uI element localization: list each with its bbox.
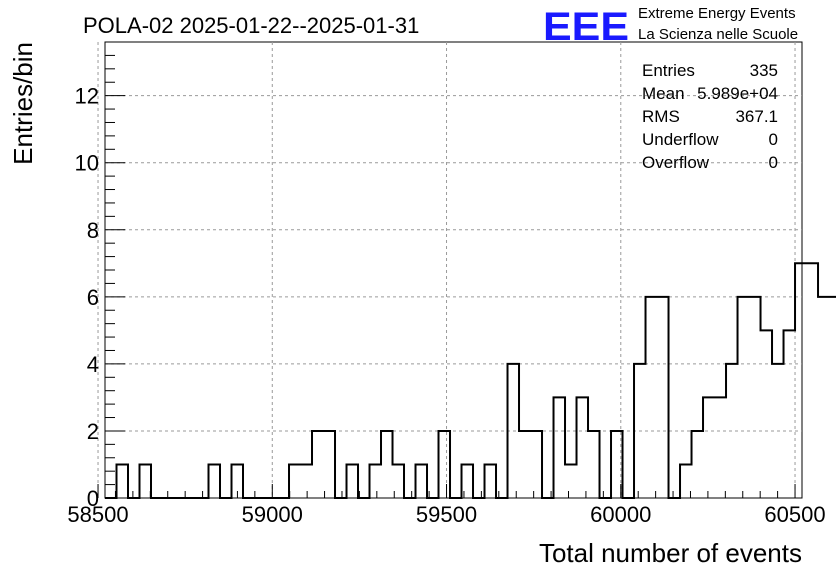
histogram-bin xyxy=(554,397,566,498)
plot-frame xyxy=(104,41,803,499)
stats-rms-label: RMS xyxy=(642,107,680,126)
stats-underflow-value: 0 xyxy=(769,130,778,149)
histogram-bin xyxy=(772,364,784,498)
y-tick-label: 6 xyxy=(87,285,99,310)
y-tick-label: 4 xyxy=(87,352,99,377)
histogram-bin xyxy=(508,364,520,498)
stats-rms-value: 367.1 xyxy=(735,107,778,126)
histogram-bin xyxy=(416,464,428,498)
histogram-bin xyxy=(577,397,589,498)
eee-logo: EEE Extreme Energy Events La Scienza nel… xyxy=(543,5,798,49)
histogram-bin xyxy=(370,464,382,498)
stats-underflow-label: Underflow xyxy=(642,130,719,149)
histogram-bin xyxy=(462,464,474,498)
x-tick-label: 60000 xyxy=(590,502,651,527)
histogram-bin xyxy=(485,464,497,498)
histogram-bin xyxy=(646,297,658,498)
histogram-bin xyxy=(634,364,646,498)
histogram-bin xyxy=(324,431,336,498)
stats-mean-label: Mean xyxy=(642,84,685,103)
grid-lines xyxy=(97,42,802,498)
logo-line-1: Extreme Energy Events xyxy=(638,5,796,22)
histogram-bin xyxy=(117,464,129,498)
logo-line-2: La Scienza nelle Scuole xyxy=(638,26,798,43)
stats-entries-label: Entries xyxy=(642,61,695,80)
eee-logo-text: EEE xyxy=(543,5,629,49)
x-axis-label: Total number of events xyxy=(539,538,802,568)
histogram-bin xyxy=(807,263,819,498)
histogram-bin xyxy=(439,431,451,498)
axis-ticks: 58500 59000 59500 60000 60500 0 2 4 6 8 10 12 xyxy=(67,54,826,527)
histogram-bin xyxy=(381,431,393,498)
y-tick-label: 12 xyxy=(75,84,99,109)
histogram-bin xyxy=(761,330,773,498)
x-tick-label: 59500 xyxy=(416,502,477,527)
histogram-bin xyxy=(531,431,543,498)
stats-overflow-value: 0 xyxy=(769,153,778,172)
histogram-bin xyxy=(726,364,738,498)
x-tick-label: 59000 xyxy=(242,502,303,527)
histogram-bin xyxy=(795,263,807,498)
histogram-bin xyxy=(289,464,301,498)
stats-overflow-label: Overflow xyxy=(642,153,710,172)
histogram-bin xyxy=(588,431,600,498)
histogram-bin xyxy=(692,431,704,498)
x-tick-label: 58500 xyxy=(67,502,128,527)
histogram-bin xyxy=(749,297,761,498)
chart-title: POLA-02 2025-01-22--2025-01-31 xyxy=(83,13,419,38)
histogram-outline xyxy=(105,262,836,499)
histogram-bars xyxy=(105,262,836,499)
histogram-bin xyxy=(519,431,531,498)
x-tick-label: 60500 xyxy=(764,502,825,527)
y-tick-label: 10 xyxy=(75,151,99,176)
y-axis-label: Entries/bin xyxy=(8,42,38,165)
histogram-bin xyxy=(680,464,692,498)
histogram-bin xyxy=(312,431,324,498)
histogram-bin xyxy=(784,330,796,498)
histogram-bin xyxy=(140,464,152,498)
histogram-bin xyxy=(657,297,669,498)
histogram-bin xyxy=(715,397,727,498)
y-tick-label: 0 xyxy=(87,486,99,511)
stats-mean-value: 5.989e+04 xyxy=(697,84,778,103)
y-tick-label: 2 xyxy=(87,419,99,444)
histogram-bin xyxy=(347,464,359,498)
histogram-bin xyxy=(818,297,830,498)
histogram-bin xyxy=(565,464,577,498)
histogram-bin xyxy=(738,297,750,498)
histogram-bin xyxy=(301,464,313,498)
histogram-bin xyxy=(830,297,836,498)
histogram-bin xyxy=(703,397,715,498)
y-tick-label: 8 xyxy=(87,218,99,243)
histogram-bin xyxy=(209,464,221,498)
stats-box: Entries 335 Mean 5.989e+04 RMS 367.1 Und… xyxy=(642,61,778,172)
stats-entries-value: 335 xyxy=(750,61,778,80)
